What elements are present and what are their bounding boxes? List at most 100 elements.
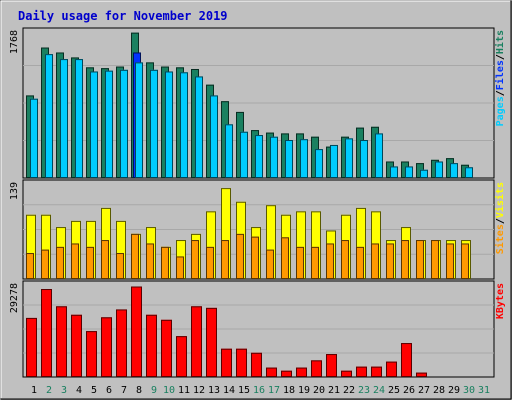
sites-bar [461,243,469,280]
kbytes-bar-edge [86,331,97,378]
kbytes-bar [221,348,232,378]
sites-bar [26,253,34,280]
pages-bar-edge [165,71,173,178]
kbytes-bar-edge [356,366,367,377]
sites-bar-fill [56,246,64,279]
sites-bar-edge [386,243,394,280]
visits-bar-fill [116,220,126,279]
pages-bar-fill [45,54,53,178]
pages-bar-edge [120,69,128,178]
x-tick-label: 11 [178,385,190,396]
pages-bar [420,169,428,178]
kbytes-bar-fill [371,366,382,377]
kbytes-bar [326,354,337,378]
pages-bar [240,131,248,179]
sites-bar [206,246,214,280]
pages-bar-edge [225,124,233,179]
kbytes-bar-fill [341,370,352,377]
sites-bar [416,240,424,279]
x-tick-label: 18 [283,385,295,396]
pages-bar-fill [270,136,278,178]
x-tick-label: 8 [136,385,142,396]
pages-bar-fill [375,133,383,178]
sites-bar-fill [146,243,154,279]
sites-bar [281,237,289,280]
sites-bar [56,246,64,280]
kbytes-bar-fill [176,336,187,377]
sites-bar-edge [221,240,229,279]
sites-bar-fill [401,240,409,279]
pages-bar [375,133,383,179]
panel-3: 29278 KBytes [9,280,506,378]
sites-bar-edge [116,253,124,280]
pages-bar [300,139,308,179]
sites-bar-fill [341,240,349,279]
pages-bar [225,124,233,179]
kbytes-bar [356,366,367,377]
x-tick-label: 7 [121,385,127,396]
sites-bar [341,240,349,279]
sites-bar-fill [176,256,184,279]
sites-bar-fill [371,243,379,279]
sites-bar-edge [446,243,454,280]
x-tick-label: 23 [358,385,370,396]
pages-bar-edge [255,135,263,178]
kbytes-bar [341,370,352,378]
x-tick-label: 20 [313,385,325,396]
x-tick-label: 16 [253,385,265,396]
x-tick-label: 17 [268,385,280,396]
sites-bar [191,240,199,279]
kbytes-bar [161,319,172,377]
kbytes-bar [56,306,67,378]
pages-bar-fill [465,167,473,178]
sites-bar-edge [236,233,244,280]
pages-bar-fill [435,161,443,178]
x-tick-label: 4 [76,385,82,396]
series-axis-label: Pages/Files/Hits [494,30,506,126]
sites-bar [161,246,169,280]
kbytes-bar [146,314,157,377]
kbytes-bar-fill [401,343,412,377]
visits-bar-fill [266,205,276,279]
sites-bar-edge [101,240,109,279]
kbytes-bar-edge [371,366,382,377]
kbytes-bar-edge [131,286,142,377]
kbytes-bar-edge [26,317,37,377]
sites-bar [176,256,184,280]
x-tick-label: 15 [238,385,250,396]
pages-bar [120,69,128,178]
pages-bar-edge [150,69,158,178]
sites-bar-edge [266,249,274,279]
pages-bar-edge [180,72,188,178]
kbytes-bar-fill [131,286,142,377]
sites-bar [101,240,109,279]
pages-bar-fill [210,95,218,178]
series-label-kbytes: KBytes [495,283,506,319]
x-tick-label: 29 [448,385,460,396]
sites-bar-fill [86,246,94,279]
y-max-label: 139 [9,182,20,200]
kbytes-bar-fill [56,306,67,377]
kbytes-bar-fill [116,309,127,377]
pages-bar-fill [345,138,353,178]
sites-bar-edge [296,246,304,280]
sites-bar-fill [281,237,289,279]
kbytes-bar-edge [176,336,187,377]
x-tick-label: 28 [433,385,445,396]
kbytes-bar-edge [311,360,322,377]
series-label-separator: / [495,218,506,224]
pages-bar-edge [450,163,458,178]
kbytes-bar [281,370,292,378]
pages-bar-fill [360,140,368,178]
kbytes-bar-edge [41,289,52,377]
pages-bar [435,161,443,178]
pages-bar [30,98,38,178]
sites-bar [311,246,319,280]
visits-bar-fill [356,207,366,279]
pages-bar-fill [195,76,203,178]
kbytes-bar [86,331,97,378]
sites-bar [146,243,154,280]
x-tick-label: 3 [61,385,67,396]
kbytes-bar-fill [41,289,52,377]
